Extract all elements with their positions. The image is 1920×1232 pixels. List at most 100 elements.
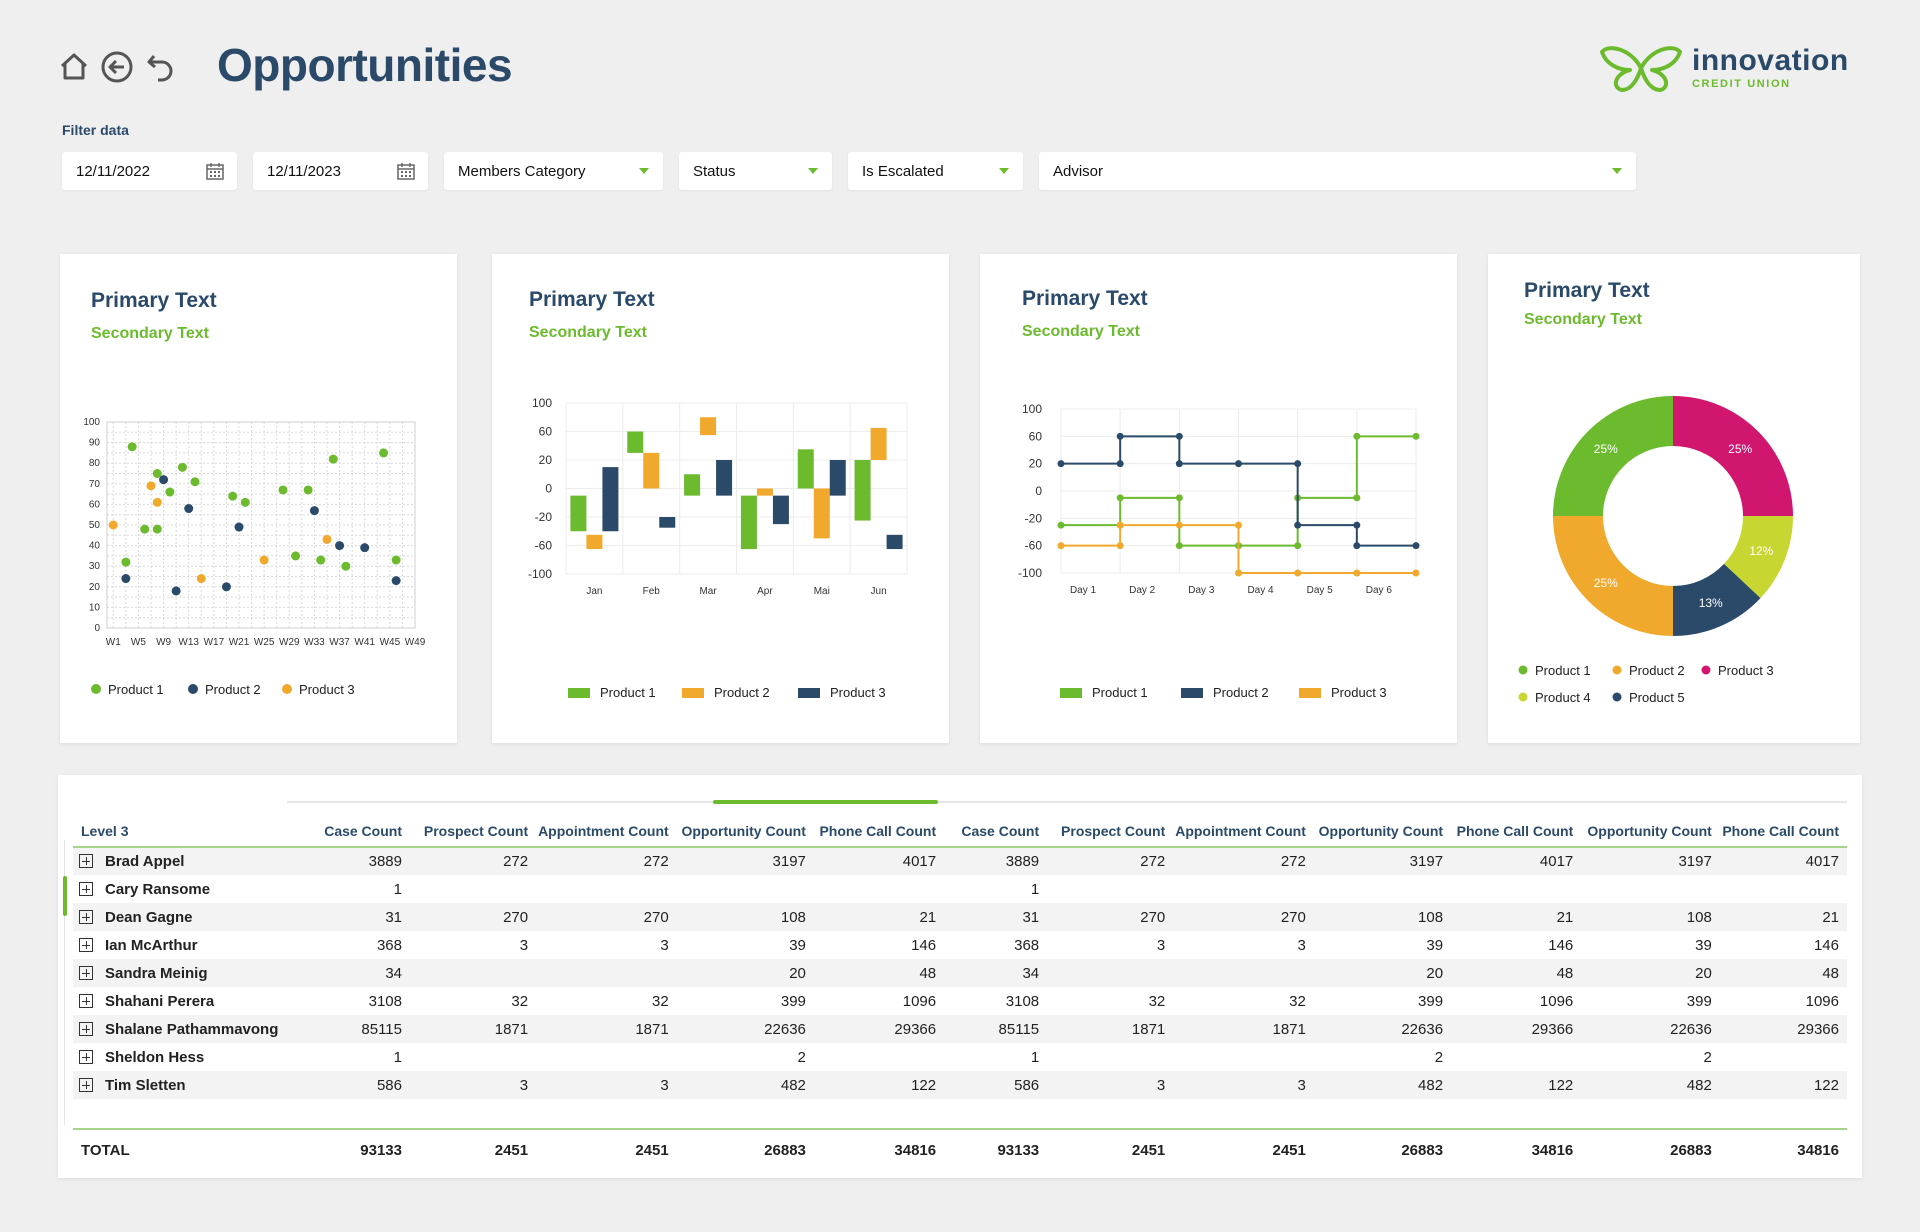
data-point[interactable] bbox=[1175, 432, 1183, 440]
donut-slice[interactable] bbox=[1724, 516, 1793, 599]
column-header[interactable]: Appointment Count bbox=[1173, 815, 1314, 848]
data-point[interactable] bbox=[1116, 494, 1124, 502]
bar[interactable] bbox=[829, 460, 846, 496]
bar[interactable] bbox=[643, 452, 660, 489]
data-point[interactable] bbox=[234, 522, 244, 532]
back-icon[interactable] bbox=[100, 50, 134, 84]
expand-icon[interactable] bbox=[79, 1021, 93, 1036]
column-header[interactable]: Appointment Count bbox=[536, 815, 677, 848]
data-point[interactable] bbox=[316, 555, 326, 565]
series-line[interactable] bbox=[1061, 524, 1416, 574]
data-point[interactable] bbox=[379, 448, 389, 458]
column-group-active-indicator[interactable] bbox=[713, 800, 938, 804]
data-point[interactable] bbox=[1294, 569, 1302, 577]
data-point[interactable] bbox=[1294, 542, 1302, 550]
table-row[interactable]: Dean Gagne 31 270 270 108 21 31 270 270 108 21 108 2… bbox=[73, 903, 1847, 931]
data-point[interactable] bbox=[165, 487, 175, 497]
bar[interactable] bbox=[684, 474, 701, 496]
data-point[interactable] bbox=[1353, 542, 1361, 550]
data-point[interactable] bbox=[391, 576, 401, 586]
data-point[interactable] bbox=[1412, 542, 1420, 550]
bar[interactable] bbox=[602, 467, 619, 532]
data-point[interactable] bbox=[121, 574, 131, 584]
column-header-level-3[interactable]: Level 3 bbox=[73, 815, 299, 848]
bar[interactable] bbox=[854, 460, 871, 521]
data-point[interactable] bbox=[328, 454, 338, 464]
bar[interactable] bbox=[772, 495, 789, 525]
data-point[interactable] bbox=[108, 520, 118, 530]
data-point[interactable] bbox=[1057, 460, 1065, 468]
data-point[interactable] bbox=[228, 491, 238, 501]
data-point[interactable] bbox=[171, 586, 181, 596]
column-header[interactable]: Prospect Count bbox=[410, 815, 537, 848]
data-point[interactable] bbox=[177, 462, 187, 472]
data-point[interactable] bbox=[1353, 432, 1361, 440]
data-point[interactable] bbox=[1116, 432, 1124, 440]
table-row[interactable]: Sandra Meinig 34 20 48 34 20 48 20 48 bbox=[73, 959, 1847, 987]
donut-slice[interactable] bbox=[1673, 396, 1793, 516]
data-point[interactable] bbox=[309, 506, 319, 516]
expand-icon[interactable] bbox=[79, 909, 93, 924]
advisor-select[interactable]: Advisor bbox=[1039, 152, 1636, 190]
data-point[interactable] bbox=[152, 524, 162, 534]
data-point[interactable] bbox=[140, 524, 150, 534]
column-header[interactable]: Opportunity Count bbox=[1581, 815, 1720, 848]
expand-icon[interactable] bbox=[79, 993, 93, 1008]
home-icon[interactable] bbox=[58, 51, 90, 83]
data-point[interactable] bbox=[1412, 569, 1420, 577]
data-point[interactable] bbox=[303, 485, 313, 495]
calendar-icon[interactable] bbox=[396, 161, 416, 181]
data-point[interactable] bbox=[127, 442, 137, 452]
bar[interactable] bbox=[870, 427, 887, 460]
expand-icon[interactable] bbox=[79, 937, 93, 952]
column-header[interactable]: Case Count bbox=[944, 815, 1048, 848]
calendar-icon[interactable] bbox=[205, 161, 225, 181]
status-select[interactable]: Status bbox=[679, 152, 832, 190]
data-point[interactable] bbox=[159, 475, 169, 485]
undo-icon[interactable] bbox=[144, 50, 178, 84]
bar[interactable] bbox=[570, 495, 587, 532]
data-point[interactable] bbox=[152, 497, 162, 507]
column-header[interactable]: Opportunity Count bbox=[1313, 815, 1452, 848]
date-to-field[interactable]: 12/11/2023 bbox=[253, 152, 428, 190]
donut-slice[interactable] bbox=[1553, 516, 1673, 636]
bar[interactable] bbox=[756, 488, 773, 496]
data-point[interactable] bbox=[190, 477, 200, 487]
data-point[interactable] bbox=[1294, 521, 1302, 529]
data-point[interactable] bbox=[1175, 494, 1183, 502]
data-point[interactable] bbox=[1116, 460, 1124, 468]
scrollbar-thumb[interactable] bbox=[63, 876, 67, 916]
data-point[interactable] bbox=[391, 555, 401, 565]
data-point[interactable] bbox=[1175, 460, 1183, 468]
donut-slice[interactable] bbox=[1673, 563, 1761, 636]
bar[interactable] bbox=[716, 460, 733, 496]
bar[interactable] bbox=[886, 534, 903, 550]
members-category-select[interactable]: Members Category bbox=[444, 152, 663, 190]
data-point[interactable] bbox=[196, 574, 206, 584]
expand-icon[interactable] bbox=[79, 965, 93, 980]
data-point[interactable] bbox=[1353, 494, 1361, 502]
data-point[interactable] bbox=[1353, 521, 1361, 529]
data-point[interactable] bbox=[1235, 521, 1242, 529]
data-point[interactable] bbox=[240, 497, 250, 507]
data-point[interactable] bbox=[1057, 542, 1065, 550]
bar[interactable] bbox=[813, 488, 830, 539]
date-from-field[interactable]: 12/11/2022 bbox=[62, 152, 237, 190]
bar[interactable] bbox=[797, 449, 814, 489]
data-point[interactable] bbox=[221, 582, 231, 592]
data-point[interactable] bbox=[146, 481, 156, 491]
bar[interactable] bbox=[659, 517, 676, 528]
data-point[interactable] bbox=[322, 534, 332, 544]
expand-icon[interactable] bbox=[79, 881, 93, 896]
table-row[interactable]: Tim Sletten 586 3 3 482 122 586 3 3 482 122 482 122 bbox=[73, 1071, 1847, 1099]
data-point[interactable] bbox=[152, 469, 162, 478]
table-row[interactable]: Brad Appel 3889 272 272 3197 4017 3889 272 272 31… bbox=[73, 847, 1847, 875]
data-point[interactable] bbox=[1057, 521, 1065, 529]
bar[interactable] bbox=[586, 534, 603, 550]
data-point[interactable] bbox=[1235, 569, 1242, 577]
data-point[interactable] bbox=[259, 555, 269, 565]
column-header[interactable]: Opportunity Count bbox=[676, 815, 814, 848]
data-point[interactable] bbox=[1116, 542, 1124, 550]
data-point[interactable] bbox=[360, 543, 370, 553]
column-header[interactable]: Phone Call Count bbox=[1719, 815, 1847, 848]
